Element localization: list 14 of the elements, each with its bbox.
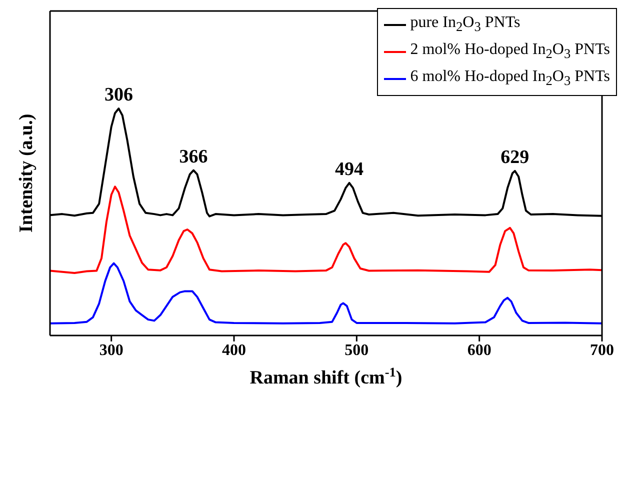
x-tick-label: 700 bbox=[590, 342, 614, 359]
x-tick-label: 400 bbox=[222, 342, 246, 359]
annotation: 494 bbox=[335, 158, 364, 180]
x-tick-label: 300 bbox=[99, 342, 124, 359]
y-axis-title: Intensity (a.u.) bbox=[16, 114, 37, 233]
legend-label: pure In$_{2}$O$_{3}$ PNTs bbox=[410, 13, 520, 36]
annotation: 366 bbox=[179, 146, 208, 168]
annotation: 629 bbox=[500, 146, 530, 168]
legend-label: 2 mol% Ho-doped In$_{2}$O$_{3}$ PNTs bbox=[410, 40, 610, 64]
x-tick-label: 600 bbox=[467, 342, 492, 359]
legend-label: 6 mol% Ho-doped In$_{2}$O$_{3}$ PNTs bbox=[410, 67, 610, 91]
annotation: 306 bbox=[104, 84, 133, 106]
x-tick-label: 500 bbox=[344, 342, 369, 359]
x-axis-title: Raman shift (cm$^{-1}$) bbox=[250, 364, 402, 388]
